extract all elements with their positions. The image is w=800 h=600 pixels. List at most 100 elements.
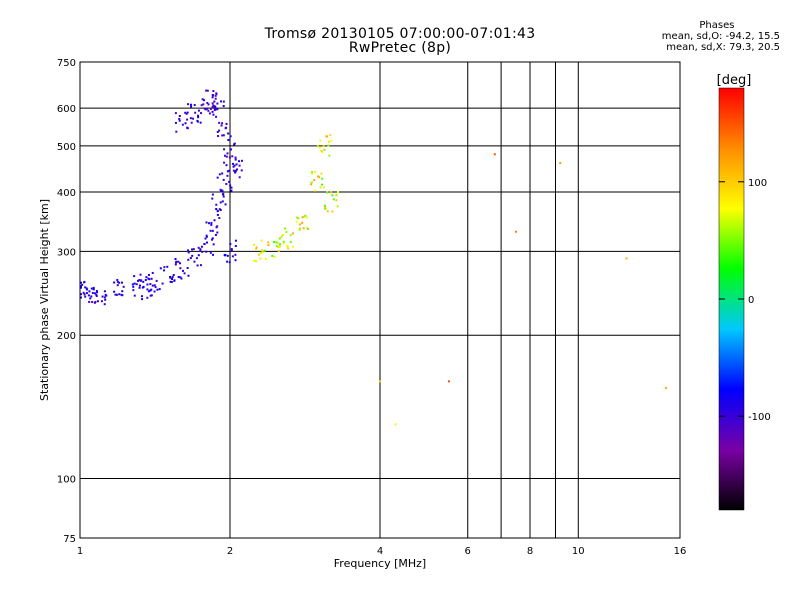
- data-point: [285, 231, 288, 234]
- data-point: [323, 148, 326, 151]
- data-point: [132, 285, 135, 288]
- data-point: [559, 162, 562, 165]
- data-point: [155, 279, 158, 282]
- data-point: [317, 175, 320, 178]
- data-point: [131, 283, 134, 286]
- data-point: [187, 251, 190, 254]
- data-point: [665, 386, 668, 389]
- data-point: [226, 152, 229, 155]
- data-point: [211, 193, 214, 196]
- chart-subtitle: RwPretec (8p): [348, 40, 452, 56]
- data-point: [286, 245, 289, 248]
- data-point: [302, 215, 305, 218]
- data-point: [261, 251, 264, 254]
- data-point: [183, 272, 186, 275]
- data-point: [84, 286, 87, 289]
- data-point: [319, 139, 322, 142]
- data-point: [234, 239, 237, 242]
- data-point: [336, 191, 339, 194]
- data-point: [215, 108, 218, 111]
- data-point: [80, 281, 82, 284]
- y-tick-label: 75: [63, 534, 76, 545]
- data-point: [205, 235, 208, 238]
- data-point: [324, 207, 327, 210]
- data-point: [493, 153, 496, 156]
- data-point: [212, 113, 215, 116]
- data-point: [232, 169, 235, 172]
- data-point: [149, 294, 152, 297]
- data-point: [203, 107, 206, 110]
- data-point: [178, 119, 181, 122]
- data-point: [211, 110, 214, 113]
- x-tick-label: 16: [674, 546, 687, 557]
- data-point: [88, 300, 91, 303]
- data-point: [304, 214, 307, 217]
- data-point: [186, 103, 189, 106]
- data-point: [625, 257, 628, 260]
- data-point: [166, 265, 169, 268]
- data-point: [273, 240, 276, 243]
- data-point: [325, 135, 328, 138]
- data-point: [253, 259, 256, 262]
- data-point: [178, 115, 181, 118]
- data-point: [234, 158, 237, 161]
- data-point: [103, 303, 106, 306]
- data-point: [215, 93, 218, 96]
- data-point: [156, 288, 159, 291]
- data-point: [197, 246, 200, 249]
- x-tick-label: 6: [465, 546, 471, 557]
- data-point: [219, 188, 222, 191]
- data-point: [82, 291, 85, 294]
- data-point: [291, 232, 294, 235]
- data-point: [158, 288, 161, 291]
- data-point: [298, 227, 301, 230]
- data-point: [320, 149, 323, 152]
- data-point: [394, 423, 397, 426]
- data-point: [91, 291, 94, 294]
- data-point: [212, 243, 215, 246]
- data-point: [226, 174, 229, 177]
- data-point: [89, 297, 92, 300]
- data-point: [200, 104, 203, 107]
- data-point: [233, 143, 236, 146]
- data-point: [215, 208, 218, 211]
- data-point: [302, 227, 305, 230]
- data-point: [222, 105, 225, 108]
- data-point: [218, 173, 221, 176]
- phase-stats: Phases mean, sd,O: -94.2, 15.5 mean, sd,…: [662, 20, 780, 53]
- data-point: [189, 257, 192, 260]
- data-point: [196, 264, 199, 267]
- data-point: [236, 168, 239, 171]
- data-point: [447, 380, 450, 383]
- data-point: [103, 290, 106, 293]
- data-point: [234, 156, 237, 159]
- colorbar-tick-label: 100: [748, 178, 767, 189]
- data-point: [287, 247, 290, 250]
- data-point: [209, 229, 212, 232]
- data-point: [140, 295, 143, 298]
- data-point: [234, 245, 237, 248]
- x-tick-label: 4: [377, 546, 383, 557]
- data-point: [121, 281, 124, 284]
- data-point: [225, 122, 228, 125]
- data-point: [149, 289, 152, 292]
- data-point: [211, 106, 214, 109]
- data-point: [323, 204, 326, 207]
- data-point: [230, 189, 233, 192]
- data-point: [206, 89, 209, 92]
- data-point: [197, 254, 200, 257]
- data-point: [230, 186, 233, 189]
- data-point: [115, 293, 118, 296]
- data-point: [224, 203, 227, 206]
- data-point: [206, 101, 209, 104]
- data-point: [185, 112, 188, 115]
- data-point: [139, 273, 142, 276]
- data-point: [213, 109, 216, 112]
- data-point: [113, 290, 116, 293]
- data-point: [259, 257, 262, 260]
- data-point: [132, 289, 135, 292]
- data-point: [222, 100, 225, 103]
- data-point: [319, 186, 322, 189]
- data-point: [328, 140, 331, 143]
- data-point: [184, 111, 187, 114]
